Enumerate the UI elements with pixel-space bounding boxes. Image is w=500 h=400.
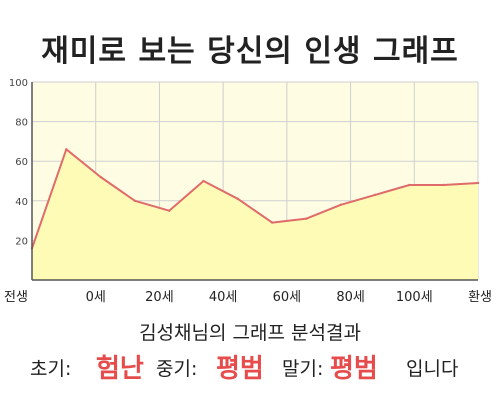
data-point bbox=[373, 193, 377, 197]
y-tick-label: 100 bbox=[9, 78, 28, 89]
data-point bbox=[408, 183, 411, 187]
data-point bbox=[305, 217, 308, 220]
data-point bbox=[99, 175, 102, 179]
data-point bbox=[476, 181, 480, 185]
x-tick-label: 20세 bbox=[145, 290, 174, 305]
early-value: 험난 bbox=[96, 354, 144, 384]
early-label: 초기: bbox=[30, 358, 72, 380]
data-point bbox=[65, 148, 68, 151]
y-tick-label: 40 bbox=[15, 197, 28, 208]
late-value: 평범 bbox=[330, 354, 378, 384]
x-tick-label: 40세 bbox=[209, 290, 238, 305]
life-graph-chart: 20 40 60 80 100 전생 0세 20세 40세 60세 80세 100세 환생 bbox=[4, 78, 492, 305]
data-point bbox=[270, 221, 274, 224]
x-tick-label: 전생 bbox=[4, 290, 28, 305]
x-tick-label: 환생 bbox=[468, 290, 492, 305]
y-tick-label: 20 bbox=[15, 236, 28, 247]
series-line bbox=[31, 148, 479, 249]
mid-label: 중기: bbox=[156, 358, 198, 380]
y-tick-labels: 20 40 60 80 100 bbox=[9, 78, 28, 247]
page-title: 재미로 보는 당신의 인생 그래프 bbox=[41, 34, 459, 69]
data-point bbox=[168, 209, 171, 212]
y-tick-label: 60 bbox=[15, 157, 28, 168]
data-point bbox=[442, 183, 445, 187]
data-point bbox=[236, 197, 240, 201]
x-tick-label: 0세 bbox=[86, 290, 106, 305]
analysis-summary: 초기: 험난 중기: 평범 말기: 평범 입니다 bbox=[0, 348, 500, 384]
x-tick-label: 60세 bbox=[273, 290, 302, 305]
y-tick-label: 80 bbox=[15, 118, 28, 129]
mid-value: 평범 bbox=[216, 354, 264, 384]
series-area bbox=[32, 149, 478, 280]
x-tick-labels: 전생 0세 20세 40세 60세 80세 100세 환생 bbox=[4, 290, 492, 305]
late-label: 말기: bbox=[282, 358, 324, 380]
analysis-heading: 김성채님의 그래프 분석결과 bbox=[139, 322, 361, 344]
data-point bbox=[339, 203, 342, 206]
x-tick-label: 80세 bbox=[336, 290, 365, 305]
x-tick-label: 100세 bbox=[396, 290, 433, 305]
data-point bbox=[202, 179, 205, 183]
suffix-text: 입니다 bbox=[406, 358, 459, 380]
data-point bbox=[133, 199, 137, 202]
